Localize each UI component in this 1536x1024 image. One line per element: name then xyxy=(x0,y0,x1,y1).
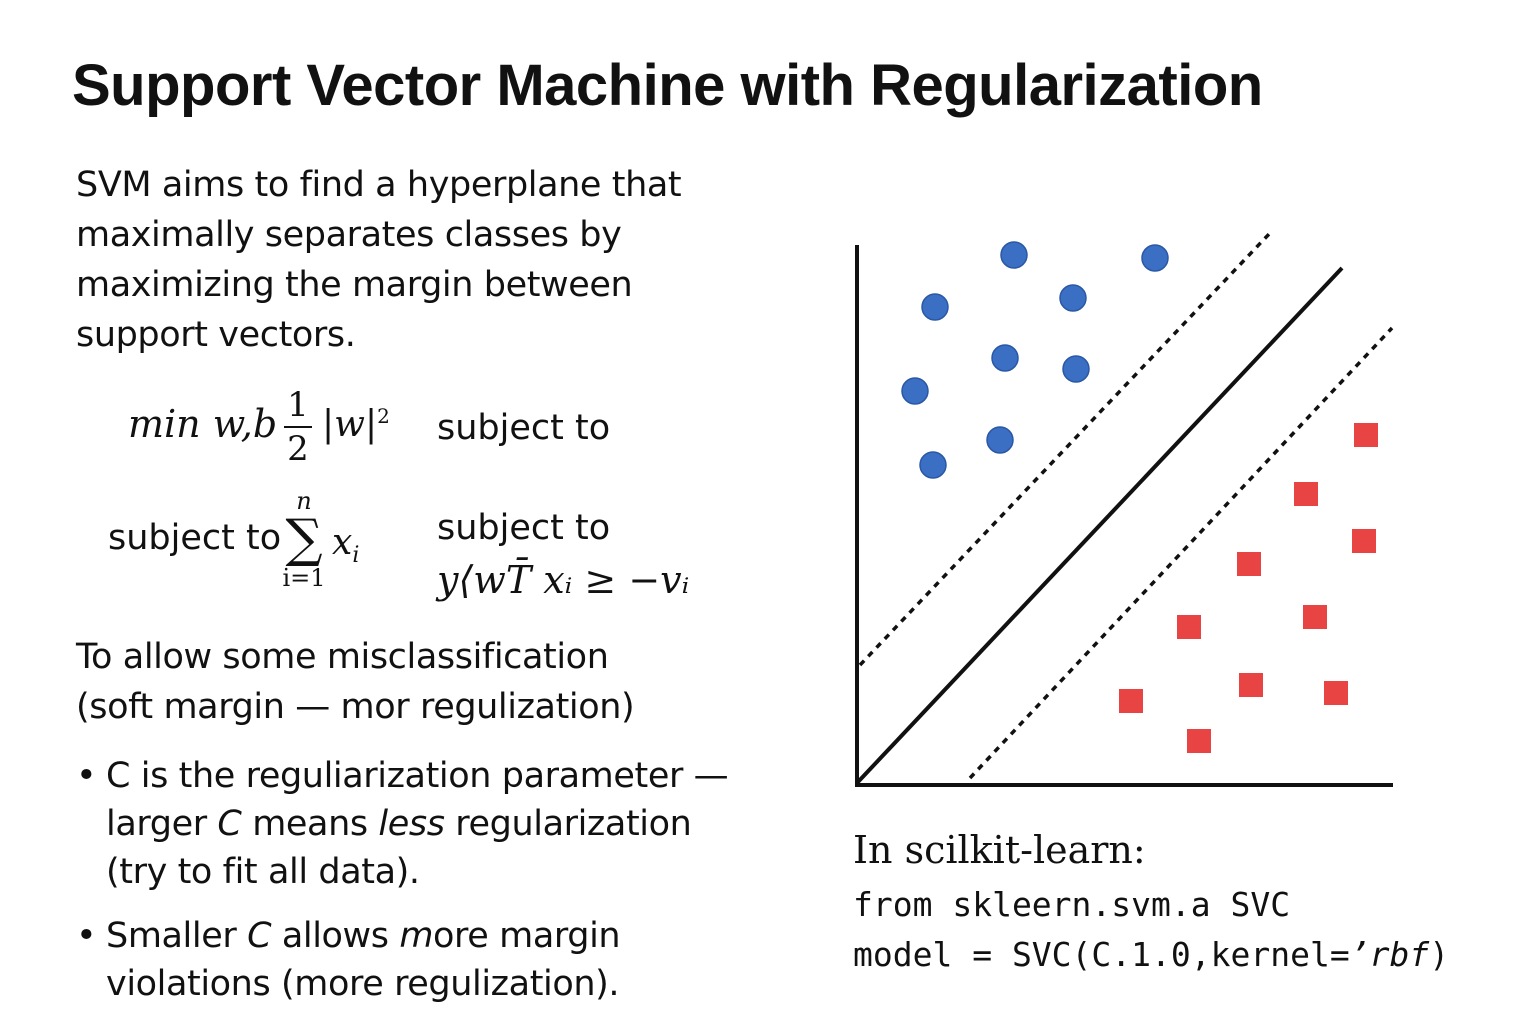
bullet-2-text-b: C xyxy=(247,916,272,956)
constraint-expression: y⟨wT̄ xᵢ ≥ −vᵢ xyxy=(437,558,690,602)
svm-diagram xyxy=(855,231,1394,787)
bullet-1-text-f: regularization xyxy=(444,804,692,844)
class-b-point xyxy=(1187,729,1211,753)
class-b-point xyxy=(1119,689,1143,713)
bullet-1-text-c: C xyxy=(217,804,242,844)
bullet-2-text-c: allows xyxy=(271,916,400,956)
class-a-point xyxy=(919,451,947,479)
class-a-point xyxy=(901,377,929,405)
objective-min: min w,b xyxy=(128,402,277,446)
class-a-point xyxy=(991,344,1019,372)
code-line-2c: ) xyxy=(1429,935,1450,974)
bullet-1-text-b: larger xyxy=(106,804,218,844)
sum-term-sub: i xyxy=(352,543,360,569)
class-b-point xyxy=(1303,605,1327,629)
bullet-1-text-e: less xyxy=(378,804,445,844)
subject-to-label-3: subject to xyxy=(437,508,611,548)
subject-to-label-1: subject to xyxy=(437,408,611,448)
sklearn-heading: In scilkit-learn: xyxy=(853,828,1146,872)
class-b-point xyxy=(1294,482,1318,506)
norm-power: 2 xyxy=(377,404,390,428)
class-b-point xyxy=(1324,681,1348,705)
soft-margin-text: To allow some misclassification (soft ma… xyxy=(76,632,736,732)
bullet-2-text-e: ore margin xyxy=(433,916,621,956)
class-b-point xyxy=(1352,529,1376,553)
bullet-1-text-d: means xyxy=(241,804,379,844)
class-b-points xyxy=(1119,423,1378,753)
bullet-1-text-a: C is the reguliarization parameter — xyxy=(106,756,729,796)
intro-paragraph: SVM aims to find a hyperplane that maxim… xyxy=(76,165,682,355)
page-title: Support Vector Machine with Regularizati… xyxy=(72,53,1263,118)
bullet-item-c-parameter: C is the reguliarization parameter — lar… xyxy=(76,752,736,896)
bullet-list: C is the reguliarization parameter — lar… xyxy=(76,752,736,1024)
class-a-point xyxy=(986,426,1014,454)
class-b-point xyxy=(1354,423,1378,447)
sum-symbol: ∑ xyxy=(285,509,323,569)
objective-fraction: 1 2 xyxy=(284,386,312,468)
norm-term: |w| xyxy=(322,404,378,445)
bullet-2-text-a: Smaller xyxy=(106,916,248,956)
class-a-point xyxy=(1141,244,1169,272)
decision-boundary xyxy=(855,266,1344,785)
objective-min-label: min w,b xyxy=(128,402,278,446)
class-a-point xyxy=(921,293,949,321)
class-a-point xyxy=(1062,355,1090,383)
class-a-point xyxy=(1059,284,1087,312)
fraction-denominator: 2 xyxy=(287,429,309,469)
soft-margin-line-1: To allow some misclassification xyxy=(76,637,609,677)
class-b-point xyxy=(1177,615,1201,639)
sum-term: xi xyxy=(332,522,359,568)
upper-margin-line xyxy=(858,231,1272,667)
class-a-point xyxy=(1000,241,1028,269)
objective-norm: |w|2 xyxy=(322,404,390,445)
code-line-2b: ’rbf xyxy=(1349,935,1430,974)
sum-term-var: x xyxy=(332,522,353,563)
class-b-point xyxy=(1237,552,1261,576)
class-b-point xyxy=(1239,673,1263,697)
fraction-numerator: 1 xyxy=(287,385,309,425)
fraction-bar xyxy=(284,426,312,428)
subject-to-label-2: subject to xyxy=(108,518,282,558)
code-block: from skleern.svm.a SVC model = SVC(C.1.0… xyxy=(853,880,1449,980)
lower-margin-line xyxy=(968,326,1394,780)
soft-margin-line-2: (soft margin — mor regulization) xyxy=(76,687,635,727)
summation: n ∑ i=1 xyxy=(280,488,328,592)
class-a-points xyxy=(901,241,1169,479)
code-line-1: from skleern.svm.a SVC xyxy=(853,885,1291,924)
sum-lower-limit: i=1 xyxy=(282,564,326,592)
bullet-2-text-f: violations (more regulization). xyxy=(106,964,620,1004)
code-line-2a: model = SVC(C.1.0,kernel= xyxy=(853,935,1350,974)
sum-upper-limit: n xyxy=(296,487,312,515)
bullet-item-smaller-c: Smaller C allows more margin violations … xyxy=(76,912,736,1008)
bullet-1-text-g: (try to fit all data). xyxy=(106,852,420,892)
bullet-2-text-d: m xyxy=(399,916,434,956)
